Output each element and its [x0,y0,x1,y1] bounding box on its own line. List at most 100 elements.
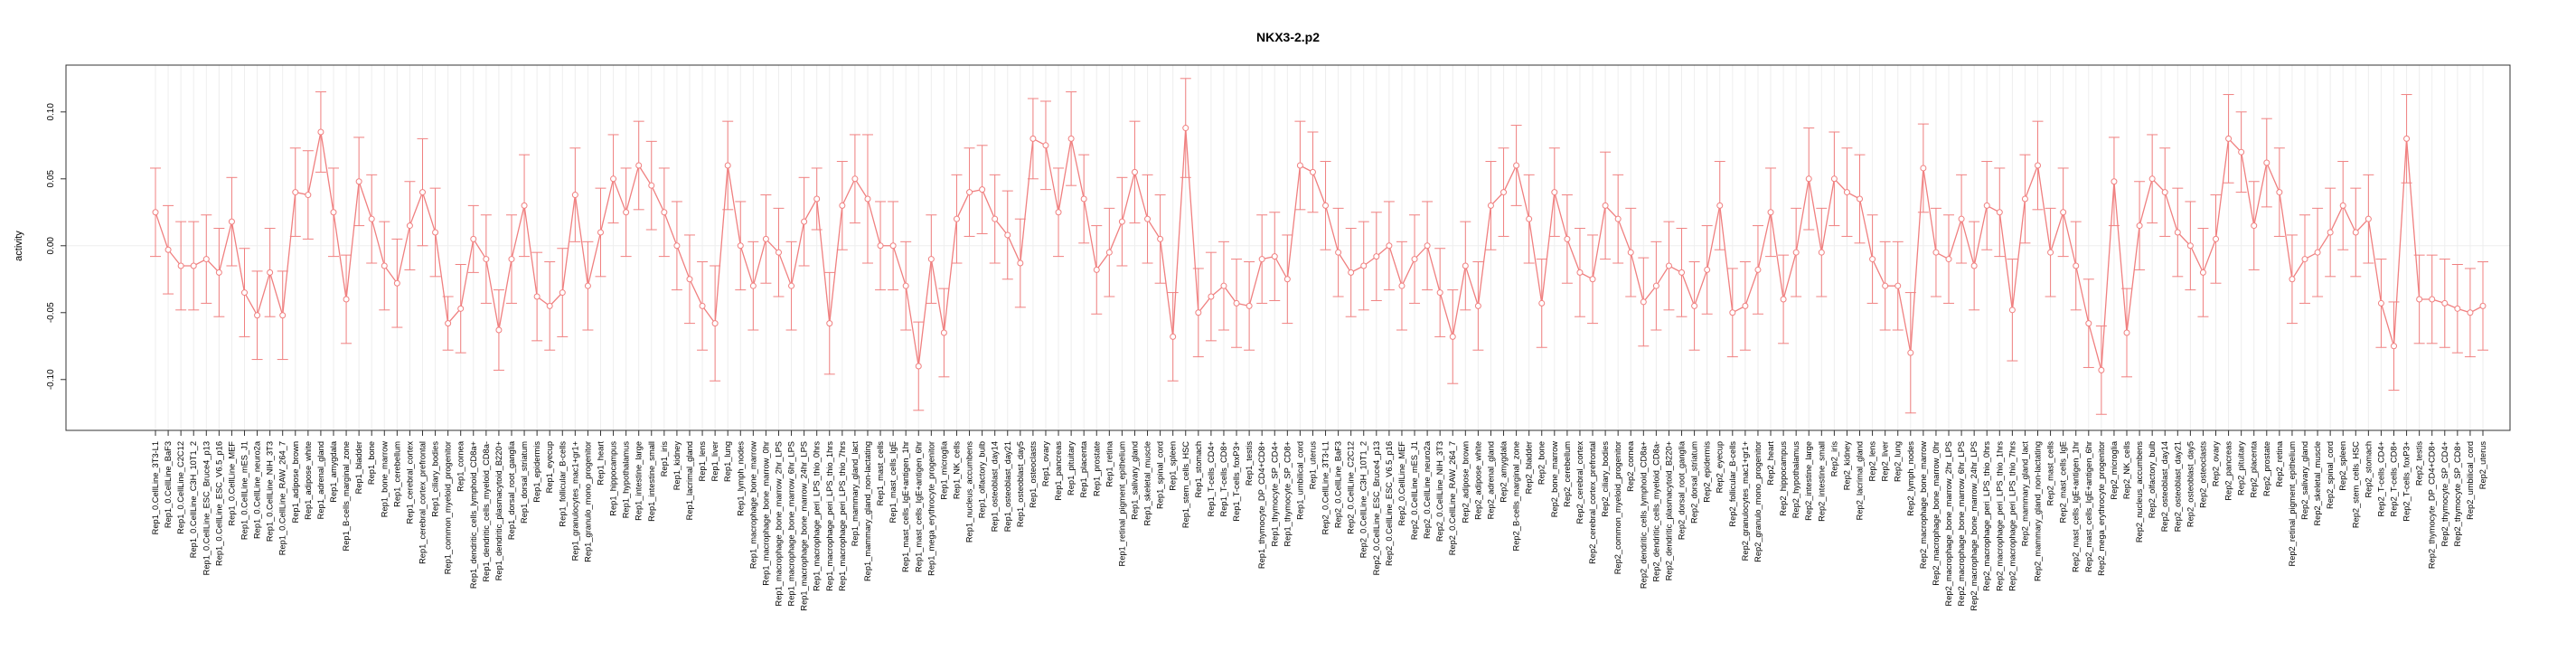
data-point [1029,135,1037,142]
x-tick-label: Rep1_stem_cells_HSC [1181,441,1190,528]
x-tick-label: Rep2_skeletal_muscle [2313,441,2322,526]
x-tick-label: Rep2_macrophage_bone_marrow_2hr_LPS [1944,441,1953,606]
data-point [2301,256,2308,263]
x-tick-label: Rep2_osteoblast_day14 [2160,441,2169,532]
x-tick-label: Rep2_epidermis [1703,441,1712,503]
x-tick-label: Rep1_liver [710,441,719,481]
data-point [2276,189,2283,196]
x-tick-label: Rep2_follicular_B-cells [1728,441,1737,527]
x-tick-label: Rep2_olfactory_bulb [2148,441,2157,518]
data-point [2454,305,2461,312]
data-point [2479,302,2487,309]
data-point [610,175,617,183]
data-point [1436,289,1443,297]
x-tick-label: Rep2_T-cells_foxP3+ [2402,441,2411,522]
x-tick-label: Rep2_dendritic_cells_myeloid_CD8a- [1651,441,1660,582]
x-tick-label: Rep2_spinal_cord [2326,441,2335,509]
data-point [1386,242,1393,250]
data-point [648,182,655,189]
x-tick-label: Rep2_0.CellLine_NIH_3T3 [1435,441,1444,542]
data-point [737,242,744,250]
x-tick-label: Rep2_macrophage_bone_marrow_0hr [1932,441,1941,586]
data-point [1614,215,1622,222]
x-tick-label: Rep2_cerebral_cortex [1575,441,1584,524]
y-tick-label: -0.05 [46,302,56,323]
data-point [1576,269,1584,276]
x-tick-label: Rep2_bone [1537,441,1547,485]
data-point [368,215,375,222]
data-point [483,256,490,263]
x-tick-label: Rep1_T-cells_CD4+ [1207,441,1216,516]
x-tick-label: Rep2_dorsal_root_ganglia [1678,440,1687,540]
x-tick-label: Rep1_NK_cells [952,441,961,499]
x-tick-label: Rep1_cornea [456,440,465,492]
x-tick-label: Rep1_adipose_brown [291,441,300,523]
data-point [864,195,871,203]
x-tick-label: Rep1_macrophage_peri_LPS_thio_0hrs [813,441,822,591]
data-point [2098,366,2105,373]
data-point [1233,299,1240,307]
plot-frame [65,64,2511,431]
data-point [393,279,400,287]
data-point [749,282,757,289]
data-point [2263,159,2270,166]
data-point [508,256,515,263]
x-tick-label: Rep2_retina [2275,440,2284,486]
data-point [1195,309,1202,316]
data-point [661,209,668,216]
data-point [597,229,604,236]
y-tick-label: 0.10 [46,103,56,121]
x-tick-label: Rep1_follicular_B-cells [558,441,567,527]
x-tick-label: Rep2_0.CellLine_MEF [1397,441,1406,526]
x-tick-label: Rep1_T-cells_foxP3+ [1232,441,1241,522]
data-point [1118,218,1125,225]
data-point [1411,256,1418,263]
x-tick-label: Rep1_adrenal_gland [316,441,325,519]
data-point [559,289,566,297]
x-tick-label: Rep2_spleen [2338,441,2347,491]
x-tick-label: Rep2_osteoblast_day21 [2173,441,2182,532]
data-point [533,293,541,300]
x-tick-label: Rep2_intestine_small [1817,441,1826,522]
data-point [1283,276,1291,283]
x-tick-label: Rep2_0.CellLine_3T3-L1 [1321,441,1330,534]
data-point [839,202,846,209]
data-point [305,192,312,199]
x-tick-label: Rep1_0.CellLine_mES_J1 [240,441,249,540]
data-point [889,242,897,250]
x-tick-label: Rep2_mast_cells_IgE+antigen_6hr [2084,441,2093,572]
x-tick-label: Rep1_osteoblast_day5 [1016,441,1025,527]
data-point [1843,189,1850,196]
x-tick-label: Rep1_hypothalamus [622,441,631,519]
x-tick-label: Rep2_pancreas [2224,441,2233,501]
data-point [1805,175,1812,183]
data-point [152,209,159,216]
data-point [801,218,808,225]
x-tick-label: Rep2_0.CellLine_RAW_264_7 [1448,441,1457,555]
x-tick-label: Rep1_0.CellLine_C2C12 [176,441,185,534]
x-tick-label: Rep2_retinal_pigment_epithelium [2288,441,2297,567]
data-point [1144,215,1152,222]
data-point [495,326,503,334]
data-point [1932,249,1940,256]
data-point [927,256,935,263]
x-tick-label: Rep2_nucleus_accumbens [2135,441,2144,543]
x-tick-label: Rep1_ovary [1041,441,1050,486]
data-point [1055,209,1062,216]
data-point [1322,202,1330,209]
data-point [1105,249,1113,256]
data-point [165,246,172,253]
data-point [445,320,452,327]
x-tick-label: Rep1_cerebral_cortex_prefrontal [418,441,427,564]
data-point [1869,256,1876,263]
data-point [2339,202,2346,209]
data-point [2161,189,2168,196]
x-tick-label: Rep1_mega_erythrocyte_progenitor [926,441,935,576]
x-tick-label: Rep1_eyecup [545,441,554,493]
data-point [2060,209,2067,216]
x-tick-label: Rep2_macrophage_bone_marrow [1919,441,1928,569]
data-point [1958,215,1965,222]
x-tick-label: Rep1_granulocytes_mac1+gr1+ [570,441,579,561]
data-point [877,242,884,250]
x-tick-label: Rep2_hypothalamus [1791,441,1800,519]
